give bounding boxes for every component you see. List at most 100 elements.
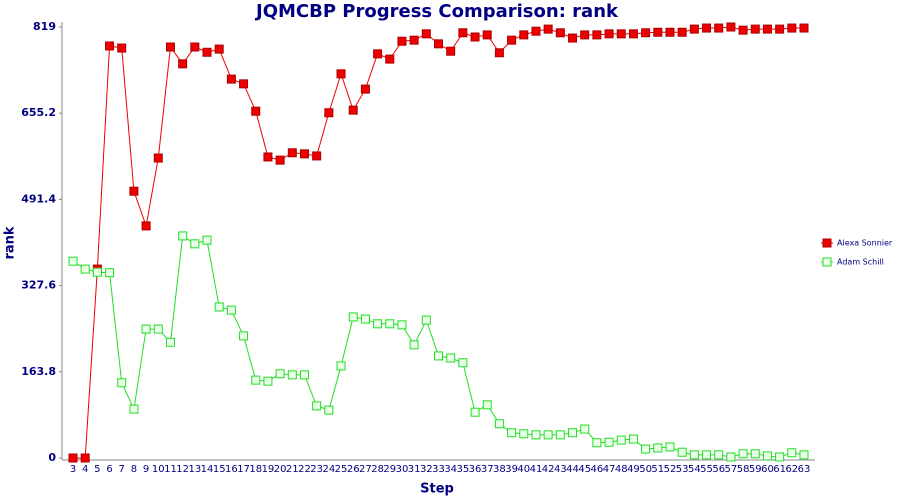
x-tick-label: 25 — [335, 464, 348, 475]
y-axis-label: rank — [3, 226, 18, 259]
point — [202, 47, 212, 57]
point — [421, 29, 431, 39]
point — [616, 29, 626, 39]
point — [373, 49, 383, 59]
point — [531, 26, 541, 36]
y-tick-label: 327.6 — [21, 279, 56, 292]
point — [750, 449, 760, 459]
point — [519, 30, 529, 40]
point — [665, 27, 675, 37]
point — [750, 24, 760, 34]
x-tick-label: 23 — [310, 464, 323, 475]
x-tick-label: 41 — [530, 464, 543, 475]
x-tick-label: 61 — [773, 464, 786, 475]
point — [470, 32, 480, 42]
point — [799, 450, 809, 460]
point — [68, 256, 78, 266]
point — [239, 331, 249, 341]
x-tick-label: 44 — [566, 464, 579, 475]
point — [190, 239, 200, 249]
x-tick-label: 59 — [749, 464, 762, 475]
point — [190, 42, 200, 52]
x-tick-label: 26 — [347, 464, 360, 475]
point — [689, 450, 699, 460]
point — [665, 442, 675, 452]
point — [275, 155, 285, 165]
point — [775, 452, 785, 462]
point — [336, 69, 346, 79]
x-tick-label: 33 — [432, 464, 445, 475]
point — [689, 24, 699, 34]
x-tick-label: 22 — [298, 464, 311, 475]
x-tick-label: 58 — [737, 464, 750, 475]
x-tick-label: 17 — [237, 464, 250, 475]
point — [397, 36, 407, 46]
x-tick-label: 9 — [143, 464, 149, 475]
x-tick-label: 21 — [286, 464, 299, 475]
x-tick-label: 53 — [676, 464, 689, 475]
point — [129, 404, 139, 414]
point — [458, 28, 468, 38]
point — [421, 315, 431, 325]
x-tick-label: 4 — [82, 464, 88, 475]
x-tick-label: 29 — [383, 464, 396, 475]
x-tick-label: 28 — [371, 464, 384, 475]
x-tick-label: 39 — [505, 464, 518, 475]
point — [202, 235, 212, 245]
point — [92, 267, 102, 277]
point — [80, 264, 90, 274]
point — [287, 148, 297, 158]
point — [628, 434, 638, 444]
point — [336, 361, 346, 371]
x-tick-label: 34 — [444, 464, 457, 475]
point — [434, 351, 443, 361]
point — [373, 319, 383, 329]
legend-label: Alexa Sonnier — [837, 239, 893, 248]
point — [799, 23, 809, 33]
legend-label: Adam Schill — [837, 258, 884, 267]
point — [226, 74, 236, 84]
x-tick-label: 46 — [591, 464, 604, 475]
point — [762, 451, 772, 461]
point — [397, 320, 407, 330]
x-tick-label: 42 — [542, 464, 555, 475]
point — [165, 337, 175, 347]
point — [153, 324, 163, 334]
point — [470, 407, 480, 417]
point — [178, 59, 188, 69]
point — [604, 437, 614, 447]
x-tick-label: 48 — [615, 464, 628, 475]
x-tick-label: 63 — [798, 464, 811, 475]
point — [628, 29, 638, 39]
x-tick-label: 43 — [554, 464, 567, 475]
point — [580, 424, 590, 434]
x-tick-label: 35 — [456, 464, 469, 475]
x-tick-label: 14 — [201, 464, 214, 475]
point — [458, 358, 468, 368]
point — [129, 186, 139, 196]
point — [312, 401, 322, 411]
point — [641, 444, 651, 454]
x-tick-label: 50 — [639, 464, 652, 475]
point — [385, 319, 395, 329]
point — [702, 450, 712, 460]
point — [714, 450, 724, 460]
legend-marker — [822, 257, 832, 267]
point — [580, 30, 590, 40]
x-tick-label: 19 — [262, 464, 275, 475]
point — [251, 106, 261, 116]
point — [592, 438, 602, 448]
point — [105, 268, 115, 278]
x-tick-label: 16 — [225, 464, 238, 475]
x-tick-label: 52 — [664, 464, 677, 475]
point — [555, 430, 565, 440]
x-tick-label: 12 — [176, 464, 189, 475]
point — [543, 430, 553, 440]
x-tick-label: 20 — [274, 464, 287, 475]
x-tick-label: 15 — [213, 464, 226, 475]
x-tick-label: 6 — [106, 464, 112, 475]
point — [494, 419, 504, 429]
point — [263, 376, 273, 386]
x-tick-label: 51 — [651, 464, 664, 475]
